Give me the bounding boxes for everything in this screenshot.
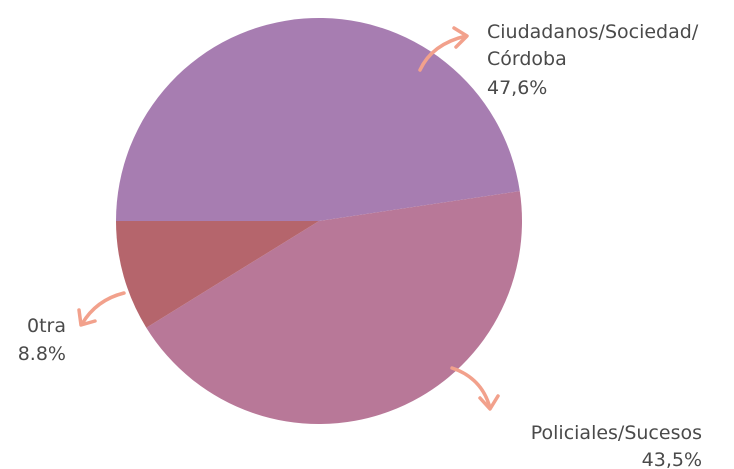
pie-slice-2 bbox=[116, 221, 319, 328]
pie-slice-0 bbox=[116, 17, 520, 222]
callout-arrows bbox=[77, 26, 500, 411]
arrow-ciudadanos-head-icon bbox=[452, 26, 469, 49]
arrow-policiales-icon bbox=[450, 366, 492, 410]
slice-value-label: 47,6% bbox=[487, 77, 547, 99]
slice-label-otra: 0tra 8.8% bbox=[18, 315, 66, 365]
slice-label-policiales: Policiales/Sucesos 43,5% bbox=[531, 422, 702, 469]
pie-slices bbox=[116, 17, 523, 425]
slice-label-line: Ciudadanos/Sociedad/ bbox=[487, 21, 699, 43]
pie-slice-1 bbox=[146, 191, 523, 425]
arrow-policiales-head-icon bbox=[478, 394, 500, 411]
arrow-otra-head-icon bbox=[77, 308, 97, 327]
arrow-otra-icon bbox=[80, 291, 126, 326]
slice-label-line: Córdoba bbox=[487, 48, 567, 70]
slice-label-line: 0tra bbox=[27, 315, 66, 337]
slice-value-label: 43,5% bbox=[642, 449, 702, 469]
arrow-ciudadanos-icon bbox=[418, 34, 468, 72]
slice-value-label: 8.8% bbox=[18, 343, 66, 365]
slice-label-line: Policiales/Sucesos bbox=[531, 422, 702, 444]
slice-label-ciudadanos: Ciudadanos/Sociedad/ Córdoba 47,6% bbox=[487, 21, 699, 99]
